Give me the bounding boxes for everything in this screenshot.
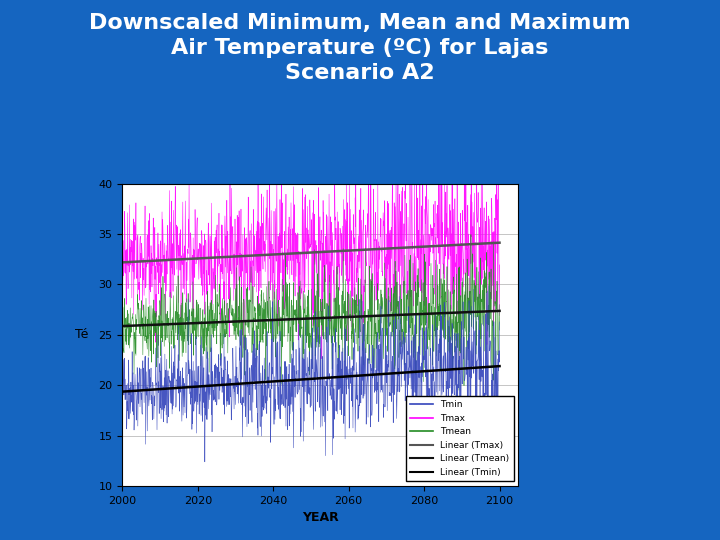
Text: Downscaled Minimum, Mean and Maximum
Air Temperature (ºC) for Lajas
Scenario A2: Downscaled Minimum, Mean and Maximum Air… — [89, 14, 631, 83]
Legend: Tmin, Tmax, Tmean, Linear (Tmax), Linear (Tmean), Linear (Tmin): Tmin, Tmax, Tmean, Linear (Tmax), Linear… — [406, 396, 514, 482]
Y-axis label: Té: Té — [75, 328, 89, 341]
X-axis label: YEAR: YEAR — [302, 511, 339, 524]
